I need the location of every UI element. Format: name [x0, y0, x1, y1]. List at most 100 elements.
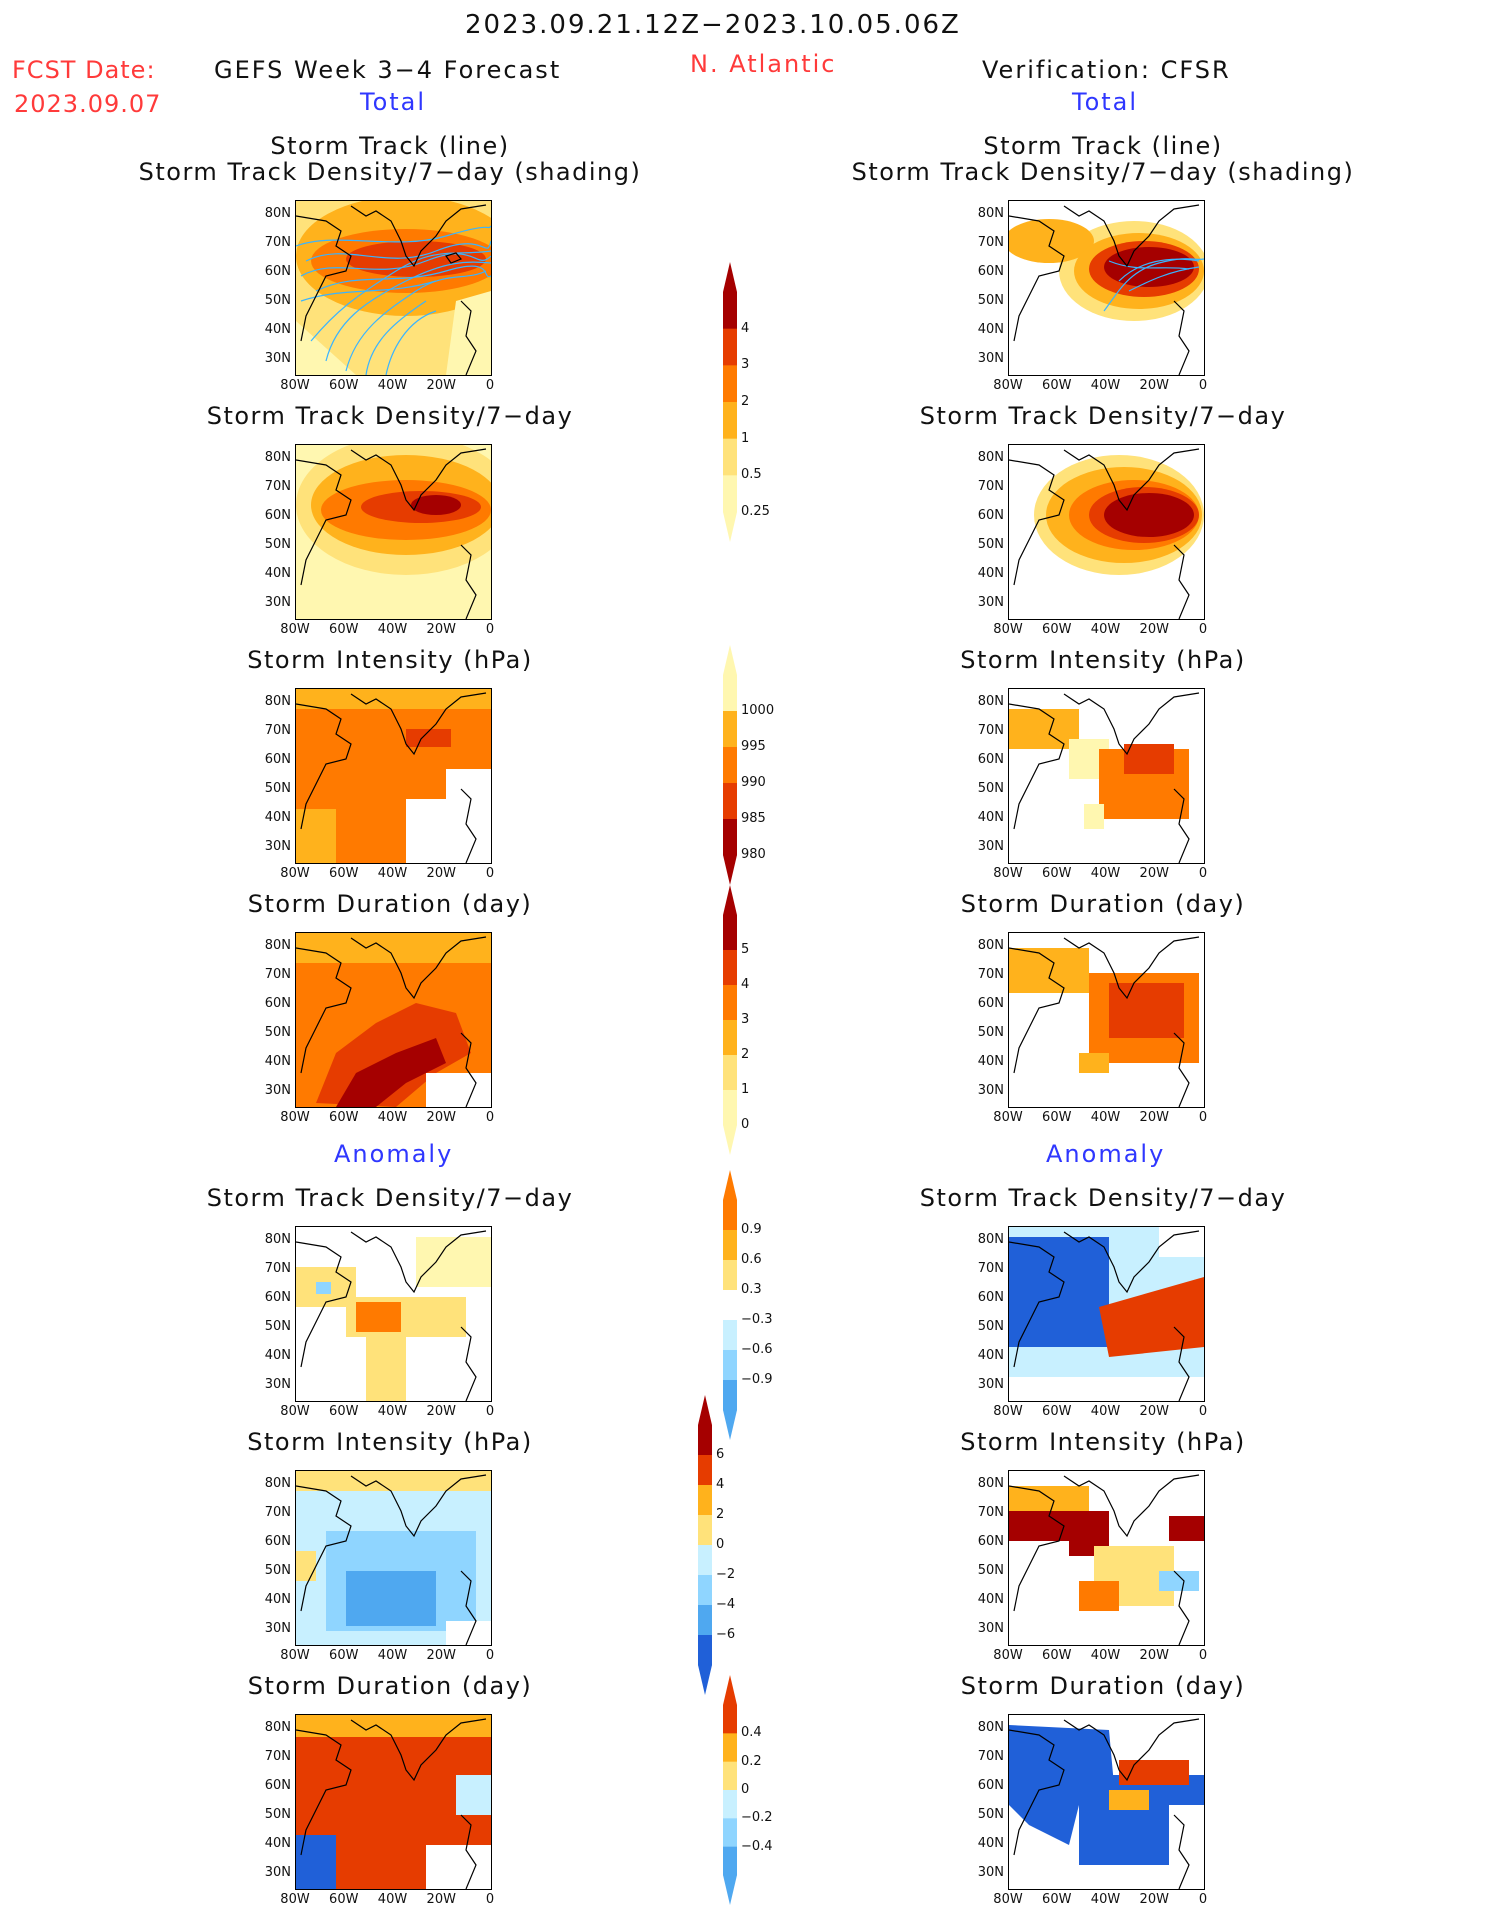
lon-tick-label: 40W	[377, 1892, 408, 1907]
colorbar-segment	[723, 328, 737, 366]
lat-tick-label: 30N	[264, 1621, 291, 1636]
r-anom-duration-title: Storm Duration (day)	[960, 1672, 1246, 1700]
lon-tick-label: 80W	[280, 1110, 310, 1125]
lat-tick-label: 40N	[264, 1592, 291, 1607]
lat-tick-label: 80N	[977, 938, 1004, 953]
lat-tick-label: 40N	[977, 1348, 1004, 1363]
colorbar-tick-label: 3	[741, 1012, 750, 1027]
lon-tick-label: 80W	[280, 1892, 310, 1907]
colorbar-intensity-total: 1000 995 990 985 980	[723, 645, 774, 885]
lon-tick-label: 40W	[1090, 1110, 1121, 1125]
lat-tick-label: 60N	[264, 996, 291, 1011]
map-cfsr-track-total	[1008, 200, 1205, 376]
lat-tick-label: 60N	[264, 1290, 291, 1305]
lat-tick-label: 80N	[264, 938, 291, 953]
colorbar-segment	[723, 1846, 737, 1876]
colorbar-tick-label: 4	[716, 1477, 725, 1492]
colorbar-duration-anom-graphic	[723, 1675, 737, 1905]
colorbar-density-anom-graphic	[723, 1170, 737, 1440]
map-cfsr-duration-total	[1008, 932, 1205, 1108]
colorbar-segment	[723, 1290, 737, 1321]
colorbar-tick-label: −0.2	[741, 1810, 773, 1826]
colorbar-tick-label: 0	[741, 1782, 750, 1797]
lat-tick-label: 40N	[977, 810, 1004, 825]
colorbar-segment	[723, 1260, 737, 1291]
lon-tick-label: 40W	[377, 378, 408, 393]
lon-tick-label: 40W	[377, 866, 408, 881]
colorbar-segment	[698, 1575, 712, 1606]
lon-tick-label: 80W	[993, 1648, 1023, 1663]
lat-tick-label: 60N	[977, 508, 1004, 523]
lon-tick-label: 0	[1198, 866, 1208, 881]
l-duration-title: Storm Duration (day)	[247, 890, 533, 918]
lat-tick-label: 80N	[977, 1476, 1004, 1491]
colorbar-tick-label: 3	[741, 357, 750, 373]
map-gefs-duration-total-graphic	[296, 933, 491, 1107]
colorbar-tick-label: 1	[741, 1082, 750, 1097]
lon-tick-label: 80W	[280, 622, 310, 637]
lon-tick-label: 40W	[1090, 1892, 1121, 1907]
lat-tick-label: 80N	[977, 1720, 1004, 1735]
colorbar-segment	[723, 819, 737, 856]
colorbar-tick-label: 0.2	[741, 1753, 762, 1769]
lat-tick-label: 70N	[977, 967, 1004, 982]
lat-tick-label: 70N	[264, 1261, 291, 1276]
lat-tick-label: 70N	[977, 1261, 1004, 1276]
lon-tick-label: 40W	[1090, 622, 1121, 637]
colorbar-tick-label: 6	[716, 1447, 725, 1462]
lat-tick-label: 30N	[977, 1377, 1004, 1392]
lon-tick-label: 20W	[426, 1404, 456, 1419]
lon-tick-label: 20W	[426, 1892, 456, 1907]
colorbar-tick-label: −6	[716, 1627, 736, 1642]
lat-tick-label: 30N	[977, 1621, 1004, 1636]
r-density-title: Storm Track Density/7−day	[919, 402, 1287, 430]
lat-tick-label: 40N	[977, 1592, 1004, 1607]
colorbar-bottom-arrow	[723, 1125, 737, 1155]
lon-tick-label: 20W	[1139, 1892, 1169, 1907]
map-gefs-density-anom	[295, 1226, 492, 1402]
map-cfsr-intensity-total-graphic	[1009, 692, 1200, 863]
colorbar-intensity-anom-graphic	[698, 1395, 712, 1695]
lon-tick-label: 0	[1198, 1892, 1208, 1907]
colorbar-bottom-arrow	[723, 1875, 737, 1905]
lat-tick-label: 60N	[264, 1778, 291, 1793]
colorbar-segment	[723, 1055, 737, 1091]
lat-tick-label: 30N	[977, 1083, 1004, 1098]
colorbar-segment	[723, 402, 737, 440]
map-gefs-intensity-total-graphic	[296, 689, 491, 863]
lon-tick-label: 60W	[1042, 1648, 1072, 1663]
lat-tick-label: 60N	[977, 264, 1004, 279]
r-intensity-title: Storm Intensity (hPa)	[960, 646, 1246, 674]
map-cfsr-duration-anom-graphic	[1009, 1718, 1204, 1889]
lon-tick-label: 0	[485, 378, 495, 393]
lon-tick-label: 80W	[280, 1648, 310, 1663]
colorbar-tick-label: 4	[741, 977, 750, 992]
map-gefs-density-total-graphic	[296, 445, 491, 619]
lat-tick-label: 60N	[264, 752, 291, 767]
lat-tick-label: 60N	[264, 264, 291, 279]
lat-tick-label: 70N	[264, 723, 291, 738]
lat-tick-label: 30N	[264, 1083, 291, 1098]
lat-tick-label: 30N	[977, 351, 1004, 366]
lon-tick-label: 40W	[1090, 866, 1121, 881]
colorbar-intensity-total-graphic	[723, 645, 737, 885]
lat-tick-label: 50N	[264, 781, 291, 796]
right-anomaly-label: Anomaly	[1046, 1140, 1166, 1168]
lat-tick-label: 50N	[977, 1319, 1004, 1334]
lat-tick-label: 50N	[264, 1563, 291, 1578]
lat-tick-label: 40N	[264, 322, 291, 337]
l-density-title: Storm Track Density/7−day	[206, 402, 574, 430]
colorbar-segment	[723, 1350, 737, 1381]
lat-tick-label: 70N	[264, 235, 291, 250]
colorbar-segment	[723, 438, 737, 476]
lat-tick-label: 50N	[264, 1025, 291, 1040]
r-anom-intensity-title: Storm Intensity (hPa)	[960, 1428, 1246, 1456]
lon-tick-label: 20W	[1139, 1648, 1169, 1663]
lat-tick-label: 70N	[977, 723, 1004, 738]
colorbar-segment	[698, 1485, 712, 1516]
lon-tick-label: 80W	[993, 622, 1023, 637]
lon-tick-label: 0	[1198, 1110, 1208, 1125]
colorbar-segment	[698, 1425, 712, 1456]
right-total-label: Total	[1072, 88, 1139, 116]
left-anomaly-label: Anomaly	[334, 1140, 454, 1168]
